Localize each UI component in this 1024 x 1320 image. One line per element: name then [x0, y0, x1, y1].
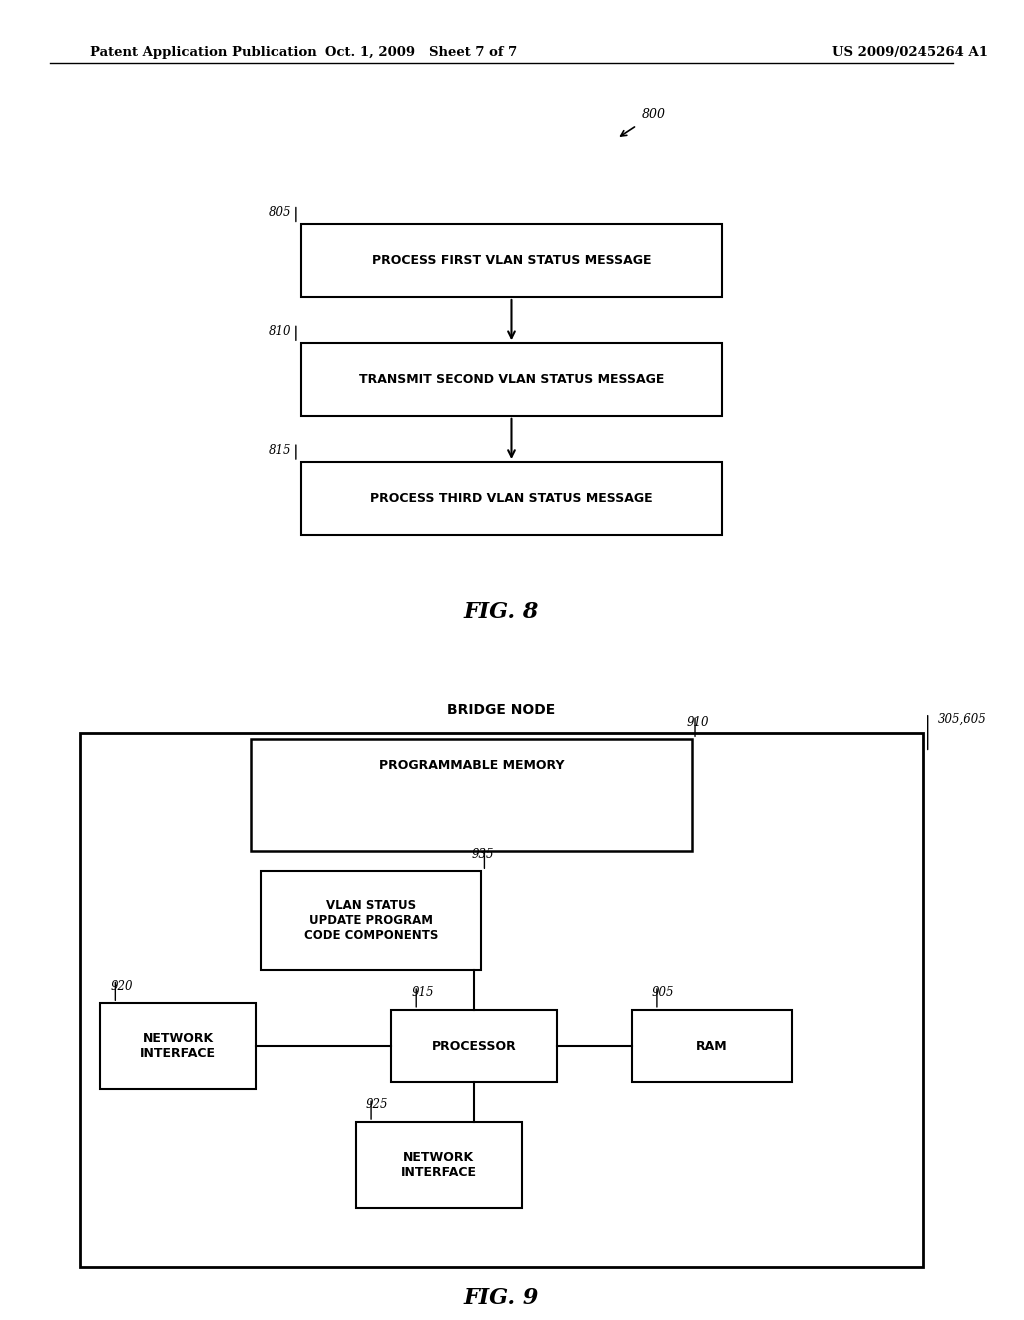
FancyBboxPatch shape: [301, 343, 722, 416]
Text: RAM: RAM: [696, 1040, 728, 1052]
Text: TRANSMIT SECOND VLAN STATUS MESSAGE: TRANSMIT SECOND VLAN STATUS MESSAGE: [358, 374, 665, 385]
Text: 305,605: 305,605: [938, 713, 986, 726]
FancyBboxPatch shape: [100, 1003, 256, 1089]
Text: 920: 920: [111, 979, 133, 993]
Text: US 2009/0245264 A1: US 2009/0245264 A1: [833, 46, 988, 59]
FancyBboxPatch shape: [391, 1010, 557, 1082]
Text: 815: 815: [268, 444, 291, 457]
Text: 935: 935: [471, 847, 494, 861]
Text: 910: 910: [687, 715, 710, 729]
FancyBboxPatch shape: [80, 733, 923, 1267]
Text: FIG. 8: FIG. 8: [464, 601, 540, 623]
Text: 925: 925: [366, 1098, 388, 1111]
Text: PROGRAMMABLE MEMORY: PROGRAMMABLE MEMORY: [379, 759, 564, 772]
Text: 800: 800: [642, 108, 666, 121]
Text: BRIDGE NODE: BRIDGE NODE: [447, 702, 556, 717]
Text: 810: 810: [268, 325, 291, 338]
Text: PROCESS THIRD VLAN STATUS MESSAGE: PROCESS THIRD VLAN STATUS MESSAGE: [370, 492, 652, 504]
Text: Oct. 1, 2009   Sheet 7 of 7: Oct. 1, 2009 Sheet 7 of 7: [325, 46, 517, 59]
FancyBboxPatch shape: [301, 462, 722, 535]
FancyBboxPatch shape: [301, 224, 722, 297]
FancyBboxPatch shape: [632, 1010, 793, 1082]
FancyBboxPatch shape: [251, 739, 692, 851]
Text: NETWORK
INTERFACE: NETWORK INTERFACE: [140, 1032, 216, 1060]
Text: PROCESSOR: PROCESSOR: [431, 1040, 516, 1052]
FancyBboxPatch shape: [261, 871, 481, 970]
Text: 805: 805: [268, 206, 291, 219]
Text: NETWORK
INTERFACE: NETWORK INTERFACE: [400, 1151, 477, 1179]
Text: 905: 905: [652, 986, 675, 999]
Text: PROCESS FIRST VLAN STATUS MESSAGE: PROCESS FIRST VLAN STATUS MESSAGE: [372, 255, 651, 267]
Text: Patent Application Publication: Patent Application Publication: [90, 46, 317, 59]
FancyBboxPatch shape: [356, 1122, 521, 1208]
Text: FIG. 9: FIG. 9: [464, 1287, 540, 1309]
Text: 915: 915: [412, 986, 434, 999]
Text: VLAN STATUS
UPDATE PROGRAM
CODE COMPONENTS: VLAN STATUS UPDATE PROGRAM CODE COMPONEN…: [304, 899, 438, 942]
